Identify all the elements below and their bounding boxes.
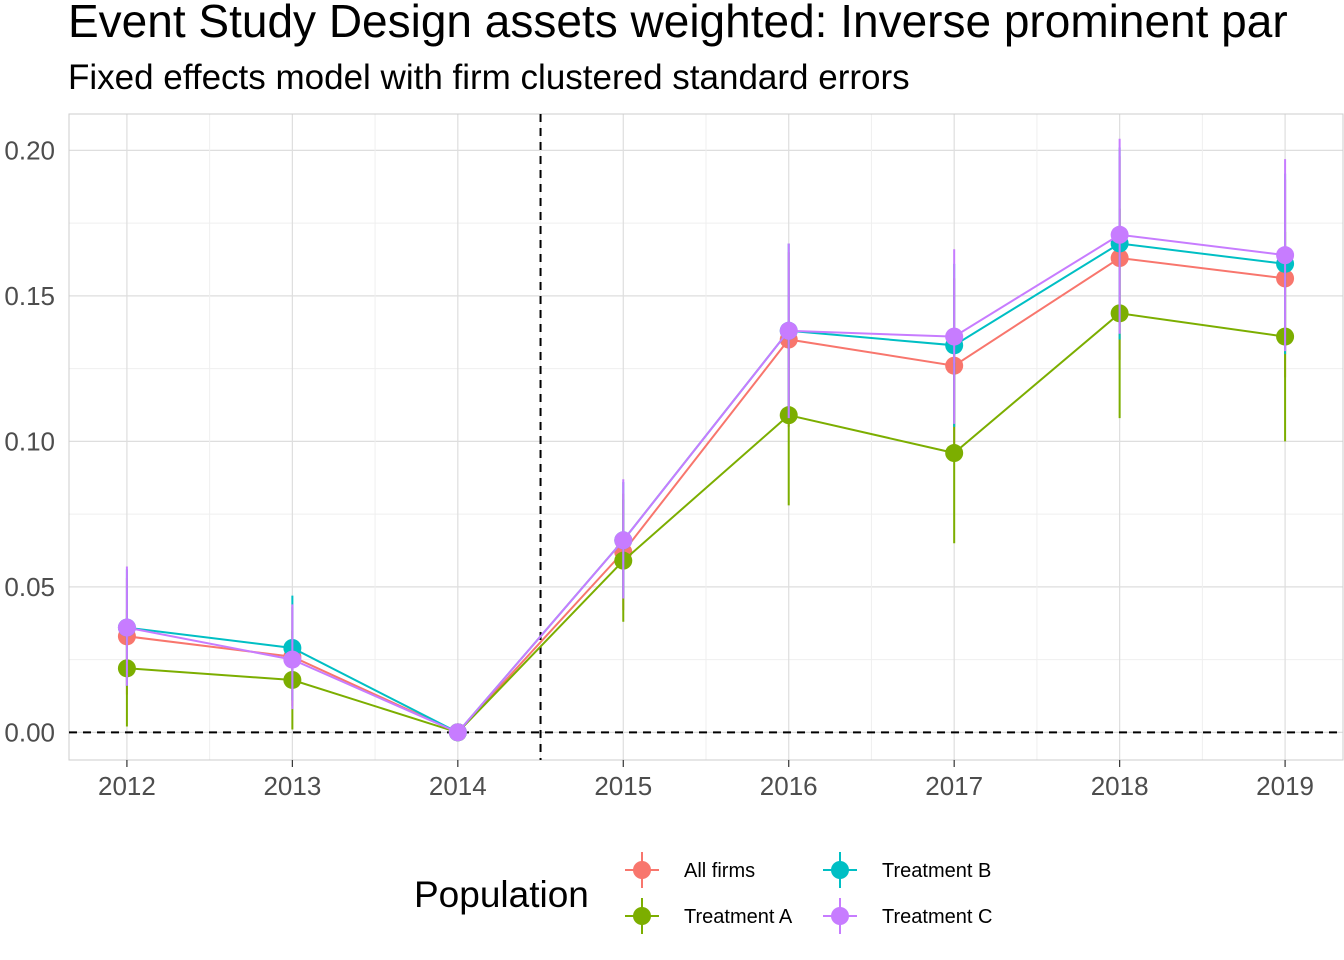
y-tick-label: 0.10 [4, 426, 55, 456]
x-tick-label: 2019 [1256, 771, 1314, 801]
y-tick-label: 0.05 [4, 572, 55, 602]
x-tick-label: 2013 [263, 771, 321, 801]
legend-key-point [831, 907, 849, 925]
data-point [614, 531, 632, 549]
y-tick-label: 0.00 [4, 717, 55, 747]
legend-title: Population [414, 874, 589, 915]
legend-key-point [831, 861, 849, 879]
legend-item-treatment-b: Treatment B [823, 852, 991, 888]
x-tick-label: 2018 [1091, 771, 1149, 801]
x-axis: 2012 2013 2014 2015 2016 2017 2018 2019 [98, 760, 1314, 801]
x-tick-label: 2017 [925, 771, 983, 801]
x-tick-label: 2015 [594, 771, 652, 801]
legend: Population All firms Treatment A Treatment… [414, 852, 992, 934]
data-point [780, 322, 798, 340]
data-point [1111, 226, 1129, 244]
legend-label: Treatment A [684, 906, 793, 928]
data-point [1276, 246, 1294, 264]
y-tick-label: 0.20 [4, 135, 55, 165]
x-tick-label: 2014 [429, 771, 487, 801]
legend-label: All firms [684, 860, 755, 882]
legend-item-all-firms: All firms [625, 852, 755, 888]
legend-label: Treatment B [882, 860, 991, 882]
data-point [283, 651, 301, 669]
legend-key-point [633, 907, 651, 925]
legend-label: Treatment C [882, 906, 992, 928]
data-point [118, 619, 136, 637]
legend-key-point [633, 861, 651, 879]
x-tick-label: 2012 [98, 771, 156, 801]
data-point [945, 444, 963, 462]
legend-items: All firms Treatment A Treatment B Treatment… [625, 852, 992, 934]
chart-subtitle: Fixed effects model with firm clustered … [68, 58, 910, 97]
chart-title: Event Study Design assets weighted: Inve… [68, 0, 1288, 47]
data-point [945, 328, 963, 346]
legend-item-treatment-c: Treatment C [823, 898, 992, 934]
data-point [449, 723, 467, 741]
y-axis: 0.00 0.05 0.10 0.15 0.20 [4, 135, 55, 747]
y-tick-label: 0.15 [4, 281, 55, 311]
x-tick-label: 2016 [760, 771, 818, 801]
legend-item-treatment-a: Treatment A [625, 898, 793, 934]
